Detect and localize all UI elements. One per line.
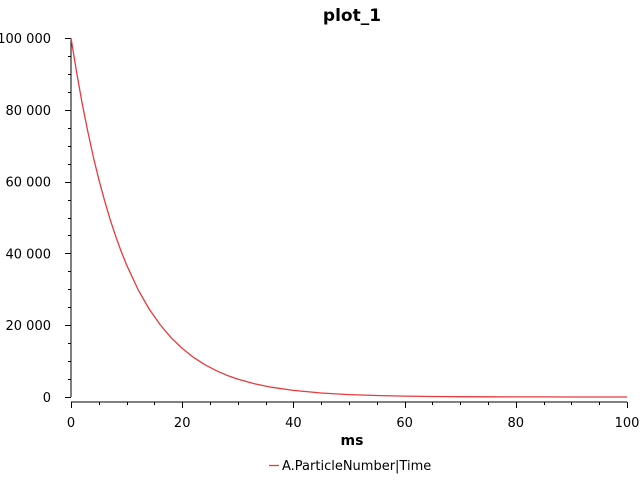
y-axis: 0 20 000 40 000 60 000 80 000 100 000 <box>0 32 72 406</box>
x-tick-label: 40 <box>285 416 302 431</box>
legend-label: A.ParticleNumber|Time <box>282 459 431 474</box>
x-tick-label: 0 <box>67 416 75 431</box>
y-tick-label: 60 000 <box>6 176 52 191</box>
x-tick-label: 100 <box>615 416 640 431</box>
x-tick-label: 60 <box>396 416 413 431</box>
x-tick-label: 80 <box>508 416 525 431</box>
y-tick-label: 40 000 <box>6 247 52 262</box>
series-line-0 <box>70 37 627 398</box>
legend: A.ParticleNumber|Time <box>269 459 431 474</box>
legend-item: A.ParticleNumber|Time <box>269 459 431 474</box>
x-axis-label: ms <box>341 433 364 449</box>
x-tick-label: 20 <box>174 416 191 431</box>
x-axis: 0 20 40 60 80 100 <box>67 401 640 431</box>
y-tick-label: 0 <box>43 391 51 406</box>
chart-title: plot_1 <box>323 6 381 26</box>
plot-area <box>70 37 627 398</box>
y-tick-label: 20 000 <box>6 319 52 334</box>
y-tick-label: 100 000 <box>0 32 51 47</box>
y-tick-label: 80 000 <box>6 104 52 119</box>
